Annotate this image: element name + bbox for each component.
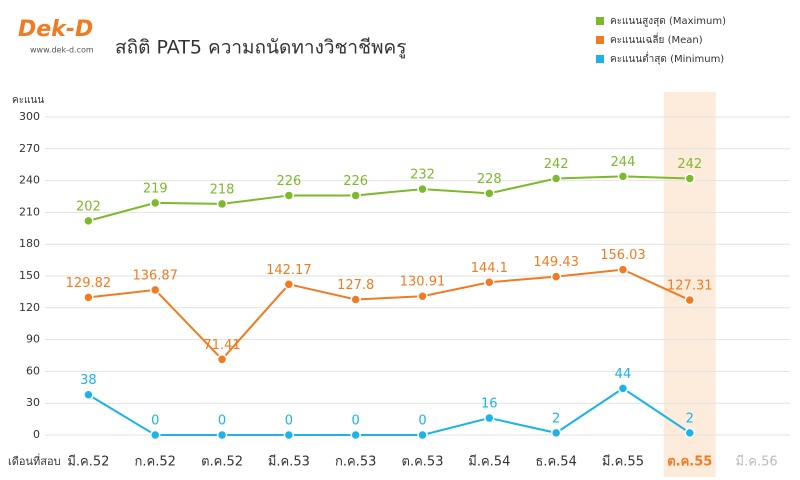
data-label: 136.87 (132, 268, 178, 283)
data-label: 226 (276, 174, 301, 189)
legend-label: คะแนนต่ำสุด (Minimum) (610, 51, 724, 65)
chart-title: สถิติ PAT5 ความถนัดทางวิชาชีพครู (115, 37, 406, 59)
data-label: 202 (76, 199, 101, 214)
x-tick-label: มี.ค.52 (67, 454, 109, 470)
legend-swatch (596, 36, 604, 44)
data-label: 44 (615, 367, 632, 382)
data-label: 0 (285, 414, 293, 429)
data-point (149, 284, 161, 296)
data-point (484, 277, 495, 288)
data-point (216, 429, 228, 441)
x-tick-label: มี.ค.53 (268, 454, 310, 470)
y-tick-label: 150 (19, 269, 40, 282)
data-point (83, 292, 94, 303)
data-point (283, 190, 295, 201)
data-point (83, 389, 94, 400)
data-point (550, 173, 562, 184)
y-tick-label: 30 (26, 396, 40, 409)
data-point (550, 427, 562, 439)
data-label: 242 (544, 157, 569, 172)
data-point (550, 271, 562, 282)
series-line (87, 387, 691, 436)
legend-label: คะแนนสูงสุด (Maximum) (610, 16, 726, 27)
y-tick-label: 0 (33, 428, 40, 441)
data-point (417, 290, 428, 302)
data-point (216, 354, 228, 365)
data-label: 226 (343, 174, 368, 189)
data-label: 149.43 (533, 255, 579, 270)
x-axis-label: เดือนที่สอบ (8, 453, 61, 468)
data-point (350, 294, 361, 305)
data-point (684, 427, 696, 439)
data-point (617, 171, 629, 182)
y-tick-label: 300 (19, 110, 40, 123)
data-label: 2 (686, 411, 694, 426)
data-label: 142.17 (266, 263, 312, 278)
x-tick-label: ต.ค.52 (201, 455, 243, 470)
data-label: 16 (481, 397, 498, 412)
x-tick-label: มี.ค.55 (602, 454, 644, 470)
x-tick-label: ก.ค.53 (335, 455, 376, 470)
y-axis-label: คะแนน (12, 95, 44, 106)
data-point (617, 383, 629, 394)
data-point (283, 429, 295, 441)
x-tick-label: ก.ค.52 (135, 455, 176, 470)
data-point (350, 429, 361, 441)
data-point (417, 183, 428, 195)
data-point (684, 294, 696, 306)
data-label: 144.1 (471, 261, 508, 276)
data-point (617, 264, 629, 275)
data-label: 0 (218, 414, 226, 429)
data-label: 156.03 (600, 248, 646, 263)
data-label: 38 (80, 373, 97, 388)
y-tick-label: 90 (26, 333, 40, 346)
data-point (283, 279, 295, 290)
data-label: 0 (418, 414, 426, 429)
data-label: 244 (611, 155, 636, 170)
data-label: 127.8 (337, 278, 374, 293)
y-tick-label: 60 (26, 364, 40, 377)
legend-label: คะแนนเฉลี่ย (Mean) (610, 32, 703, 46)
data-label: 71.41 (203, 338, 240, 353)
data-label: 232 (410, 168, 435, 183)
data-point (417, 429, 428, 441)
x-tick-label: ต.ค.55 (667, 455, 712, 470)
data-label: 219 (143, 181, 168, 196)
series-line (88, 175, 690, 222)
x-tick-label: มี.ค.54 (468, 454, 510, 470)
data-label: 129.82 (66, 276, 112, 291)
data-label: 2 (552, 411, 560, 426)
y-tick-label: 270 (19, 142, 40, 155)
data-label: 0 (151, 414, 159, 429)
data-label: 228 (477, 172, 502, 187)
data-point (149, 429, 161, 441)
data-label: 242 (677, 157, 702, 172)
y-tick-label: 240 (19, 174, 40, 187)
highlight-band (663, 92, 716, 477)
data-point (83, 215, 94, 227)
data-label: 127.31 (667, 279, 713, 294)
y-tick-label: 210 (19, 205, 40, 218)
data-label: 130.91 (400, 275, 446, 290)
logo: Dek-D (18, 17, 93, 42)
data-label: 218 (210, 182, 235, 197)
y-tick-label: 180 (19, 237, 40, 250)
data-point (484, 412, 495, 424)
x-tick-label: ต.ค.53 (402, 455, 444, 470)
legend-swatch (596, 55, 604, 63)
x-tick-label: มี.ค.56 (736, 454, 778, 470)
y-tick-label: 120 (19, 301, 40, 314)
data-point (684, 173, 696, 184)
data-label: 0 (352, 414, 360, 429)
data-point (216, 198, 228, 210)
logo-url: www.dek-d.com (30, 46, 94, 55)
legend-swatch (596, 17, 604, 25)
series-line (88, 268, 691, 361)
data-point (350, 190, 361, 201)
x-tick-label: ธ.ค.54 (535, 455, 576, 470)
data-point (149, 197, 161, 209)
data-point (484, 188, 495, 199)
